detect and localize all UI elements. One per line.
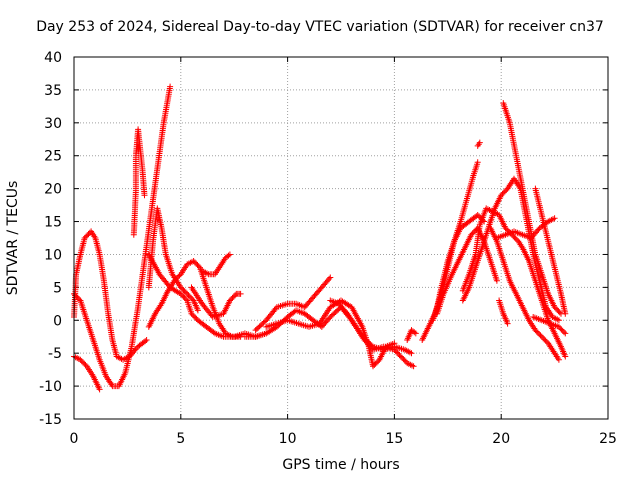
x-tick-label: 25 <box>599 431 617 447</box>
y-tick-label: 20 <box>44 182 62 198</box>
y-tick-label: 5 <box>53 280 62 296</box>
series-marks <box>500 100 564 317</box>
x-tick-label: 0 <box>70 431 79 447</box>
series-track-12 <box>263 297 398 370</box>
series-marks <box>252 274 334 334</box>
series-marks <box>474 139 483 149</box>
y-tick-label: 15 <box>44 215 62 231</box>
y-tick-label: 40 <box>44 50 62 66</box>
series-marks <box>199 251 233 278</box>
y-tick-label: 35 <box>44 83 62 99</box>
y-tick-label: -15 <box>39 412 62 428</box>
series-track-22 <box>487 225 562 363</box>
series-track-11 <box>252 274 334 334</box>
series-marks <box>487 225 562 363</box>
series-track-24 <box>530 314 569 337</box>
x-tick-label: 20 <box>492 431 510 447</box>
series-track-19 <box>474 139 483 149</box>
series-track-13 <box>327 297 417 370</box>
series-marks <box>530 314 569 337</box>
series-marks <box>327 297 417 370</box>
series-track-21 <box>500 100 564 317</box>
series-track-25 <box>532 185 569 317</box>
x-tick-label: 5 <box>176 431 185 447</box>
series-marks <box>263 297 398 370</box>
series-marks <box>459 175 562 324</box>
x-tick-label: 10 <box>279 431 297 447</box>
y-tick-label: -10 <box>39 379 62 395</box>
series-marks <box>130 126 148 238</box>
series-marks <box>145 205 201 314</box>
data-marks <box>71 83 569 393</box>
y-tick-label: 10 <box>44 247 62 263</box>
plot-frame <box>73 56 609 420</box>
axis-ticks: 0 5 10 15 20 25 -15 -10 -5 0 5 10 15 20 25 30 35 40 <box>39 50 617 447</box>
series-marks <box>145 258 244 340</box>
series-track-4 <box>130 126 148 238</box>
series-track-20 <box>459 175 562 324</box>
series-track-16 <box>429 212 488 324</box>
series-marks <box>404 327 419 343</box>
y-tick-label: -5 <box>48 346 62 362</box>
series-marks <box>188 284 244 320</box>
series-track-26 <box>496 297 511 327</box>
series-track-9 <box>188 284 244 320</box>
y-tick-label: 25 <box>44 149 62 165</box>
series-track-18 <box>459 205 569 360</box>
y-tick-label: 30 <box>44 116 62 132</box>
series-track-5 <box>145 205 201 314</box>
series-track-6 <box>145 258 244 340</box>
series-marks <box>496 297 511 327</box>
series-track-14 <box>404 327 419 343</box>
series-marks <box>459 205 569 360</box>
chart-title: Day 253 of 2024, Sidereal Day-to-day VTE… <box>36 19 604 35</box>
series-track-8 <box>199 251 233 278</box>
x-axis-label: GPS time / hours <box>282 457 400 473</box>
x-tick-label: 15 <box>385 431 403 447</box>
series-marks <box>429 212 488 324</box>
series-marks <box>532 185 569 317</box>
y-tick-label: 0 <box>53 313 62 329</box>
